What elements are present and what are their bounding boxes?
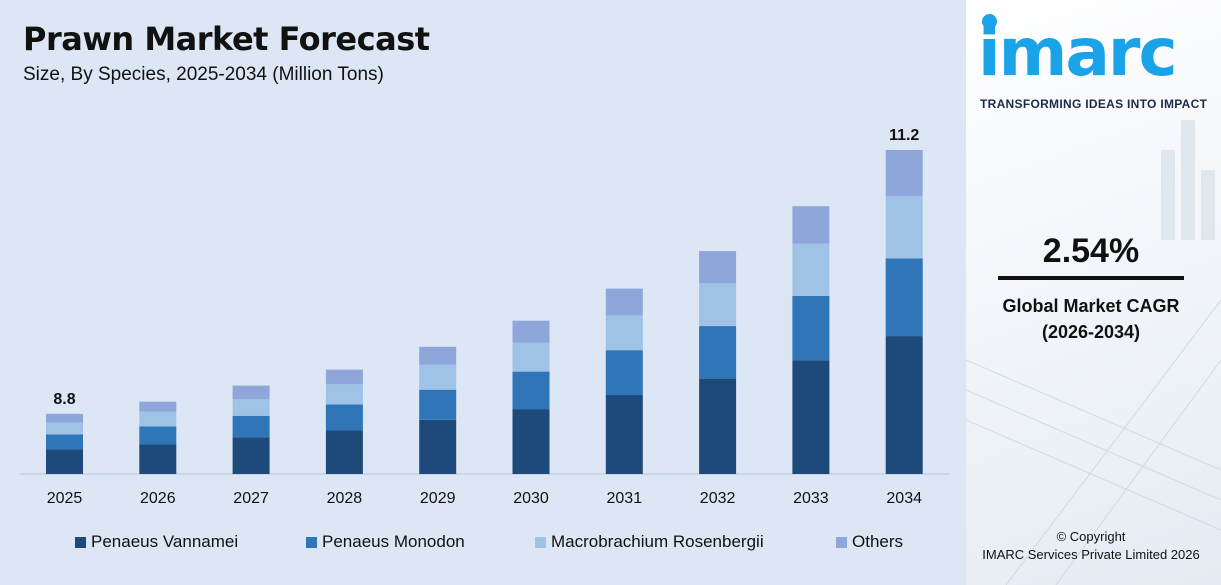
bar-segment-2025-3 [46,413,83,423]
brand-logo: imarc [978,14,1178,91]
x-tick-label-2032: 2032 [700,490,736,507]
cagr-label: Global Market CAGR (2026-2034) [966,293,1216,345]
cagr-label-line2: (2026-2034) [1041,322,1141,342]
copyright-line2: IMARC Services Private Limited 2026 [982,547,1200,562]
legend-swatch [836,536,847,548]
copyright-line1: © Copyright [1056,529,1126,544]
chart-panel: 2025 2026 2027 2028 2029 2030 2031 2032 2033 2034… [0,0,966,585]
bar-segment-2032-0 [699,378,737,474]
legend-swatch [306,536,317,548]
x-tick-label-2028: 2028 [327,490,363,507]
bar-segment-2029-3 [419,346,457,365]
bar-segment-2031-1 [605,350,643,396]
x-tick-label-2034: 2034 [886,490,922,507]
bar-segment-2029-0 [419,419,457,474]
bar-segment-2031-3 [605,288,643,316]
bar-segment-2031-2 [605,315,643,351]
bar-segment-2025-1 [46,434,83,450]
bar-segment-2027-3 [232,385,270,399]
bar-segment-2028-2 [325,384,363,405]
bar-segment-2030-0 [512,409,550,474]
stacked-bar-chart: 2025 2026 2027 2028 2029 2030 2031 2032 2033 2034… [20,127,950,507]
chart-title: Prawn Market Forecast [23,20,430,58]
bar-segment-2033-1 [792,295,830,361]
bar-segment-2032-3 [699,251,737,284]
bar-segment-2028-0 [325,430,363,474]
cagr-value: 2.54% [1042,232,1140,270]
legend-item-2: Macrobrachium Rosenbergii [535,532,764,552]
legend-label: Penaeus Vannamei [91,532,239,551]
bar-segment-2026-3 [139,401,177,412]
bar-segment-2027-0 [232,437,270,474]
bar-segment-2026-0 [139,444,177,474]
bar-segment-2033-0 [792,360,830,474]
bar-segment-2034-2 [885,196,923,259]
legend-item-1: Penaeus Monodon [306,532,465,552]
brand-tagline: TRANSFORMING IDEAS INTO IMPACT [980,97,1208,111]
cagr-label-line1: Global Market CAGR [1002,296,1180,316]
legend: Penaeus Vannamei Penaeus Monodon Macrobrac… [0,532,966,556]
bar-segment-2025-2 [46,422,83,435]
bar-segment-2034-0 [885,336,923,474]
bar-segment-2026-1 [139,426,177,445]
decorative-background [966,120,1221,585]
x-tick-label-2027: 2027 [233,490,269,507]
x-tick-label-2026: 2026 [140,490,176,507]
x-tick-label-2031: 2031 [607,490,643,507]
legend-label: Macrobrachium Rosenbergii [551,532,764,551]
legend-swatch [75,536,86,548]
bar-segment-2027-1 [232,415,270,438]
bar-segment-2026-2 [139,411,177,427]
logo-dot [982,14,997,29]
legend-label: Others [852,532,904,551]
bar-segment-2028-3 [325,369,363,385]
bar-segment-2030-1 [512,371,550,410]
chart-subtitle: Size, By Species, 2025-2034 (Million Ton… [23,64,384,85]
x-tick-label-2030: 2030 [513,490,549,507]
bar-segment-2030-2 [512,342,550,372]
bar-segment-2030-3 [512,320,550,343]
bar-segment-2032-1 [699,326,737,379]
copyright: © Copyright IMARC Services Private Limit… [966,528,1216,564]
bar-segment-2025-0 [46,449,83,474]
side-panel: imarc TRANSFORMING IDEAS INTO IMPACT 2.5… [966,0,1221,585]
bar-segment-2029-1 [419,389,457,420]
legend-swatch [535,536,546,548]
bar-segment-2033-3 [792,206,830,244]
bar-segment-2029-2 [419,364,457,390]
x-tick-label-2025: 2025 [47,490,83,507]
data-label-2025: 8.8 [53,391,75,408]
data-label-2034: 11.2 [889,127,919,144]
cagr-divider [998,276,1184,280]
bar-segment-2028-1 [325,404,363,431]
legend-label: Penaeus Monodon [322,532,465,551]
x-tick-label-2029: 2029 [420,490,456,507]
bar-segment-2034-1 [885,258,923,337]
bar-segment-2032-2 [699,283,737,326]
bar-segment-2033-2 [792,243,830,296]
legend-item-3: Others [836,532,903,552]
bar-segment-2027-2 [232,399,270,416]
legend-item-0: Penaeus Vannamei [75,532,238,552]
bar-segment-2031-0 [605,395,643,474]
bar-segment-2034-3 [885,150,923,197]
x-tick-label-2033: 2033 [793,490,829,507]
